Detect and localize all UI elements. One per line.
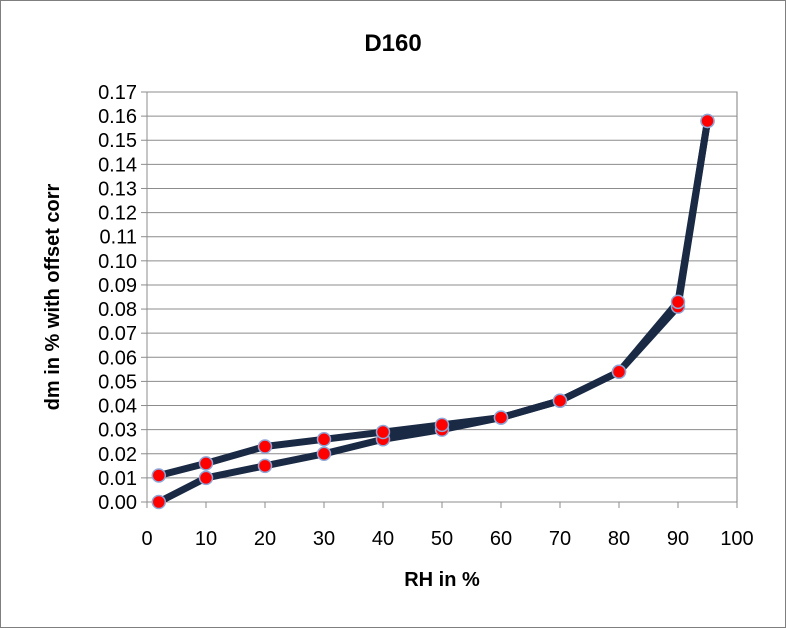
data-point [552, 393, 568, 408]
data-markers [151, 113, 715, 510]
gridlines [147, 91, 737, 479]
x-tick-label: 90 [667, 528, 689, 550]
y-tick-label: 0.04 [98, 396, 137, 418]
y-tick-label: 0.02 [98, 444, 137, 466]
y-tick-label: 0.12 [98, 203, 137, 225]
x-tick-label: 20 [254, 528, 276, 550]
y-tick-label: 0.15 [98, 130, 137, 152]
plot-area [146, 91, 738, 503]
data-point [316, 446, 332, 462]
chart-title: D160 [364, 30, 421, 57]
y-tick-label: 0.10 [98, 251, 137, 273]
data-point [670, 294, 686, 310]
y-tick-label: 0.00 [98, 492, 137, 514]
y-tick-label: 0.14 [98, 154, 137, 176]
y-axis-label: dm in % with offset corr [42, 183, 64, 410]
data-point [375, 424, 391, 440]
y-tick-label: 0.16 [98, 106, 137, 128]
y-tick-label: 0.07 [98, 323, 137, 345]
data-point [151, 494, 167, 510]
x-tick-label: 0 [141, 528, 152, 550]
x-axis-label: RH in % [404, 569, 480, 591]
y-tick-label: 0.11 [100, 227, 137, 249]
data-point [434, 417, 450, 433]
x-tick-label: 40 [372, 528, 394, 550]
y-tick-label: 0.03 [98, 420, 137, 442]
data-point [151, 468, 167, 483]
data-point [198, 470, 214, 486]
data-point [493, 410, 509, 425]
x-tick-label: 80 [608, 528, 630, 550]
data-point [611, 364, 627, 380]
data-point [198, 456, 214, 471]
tick-labels: 0.000.010.020.030.04 0.050.060.070.080.09… [98, 82, 754, 550]
y-tick-label: 0.09 [98, 275, 137, 297]
data-point [257, 458, 273, 474]
y-tick-label: 0.01 [98, 468, 137, 490]
y-tick-label: 0.06 [98, 347, 137, 369]
data-point [257, 439, 273, 454]
data-point [700, 113, 715, 129]
x-tick-label: 50 [431, 528, 453, 550]
y-tick-label: 0.17 [98, 82, 137, 104]
y-tick-label: 0.13 [98, 178, 137, 200]
x-tick-label: 30 [313, 528, 335, 550]
y-tick-label: 0.05 [98, 371, 137, 393]
x-tick-label: 60 [490, 528, 512, 550]
data-point [316, 432, 332, 447]
y-tick-label: 0.08 [98, 299, 137, 321]
axes [141, 91, 738, 508]
x-tick-label: 100 [720, 528, 753, 550]
x-tick-label: 10 [195, 528, 217, 550]
x-tick-label: 70 [549, 528, 571, 550]
